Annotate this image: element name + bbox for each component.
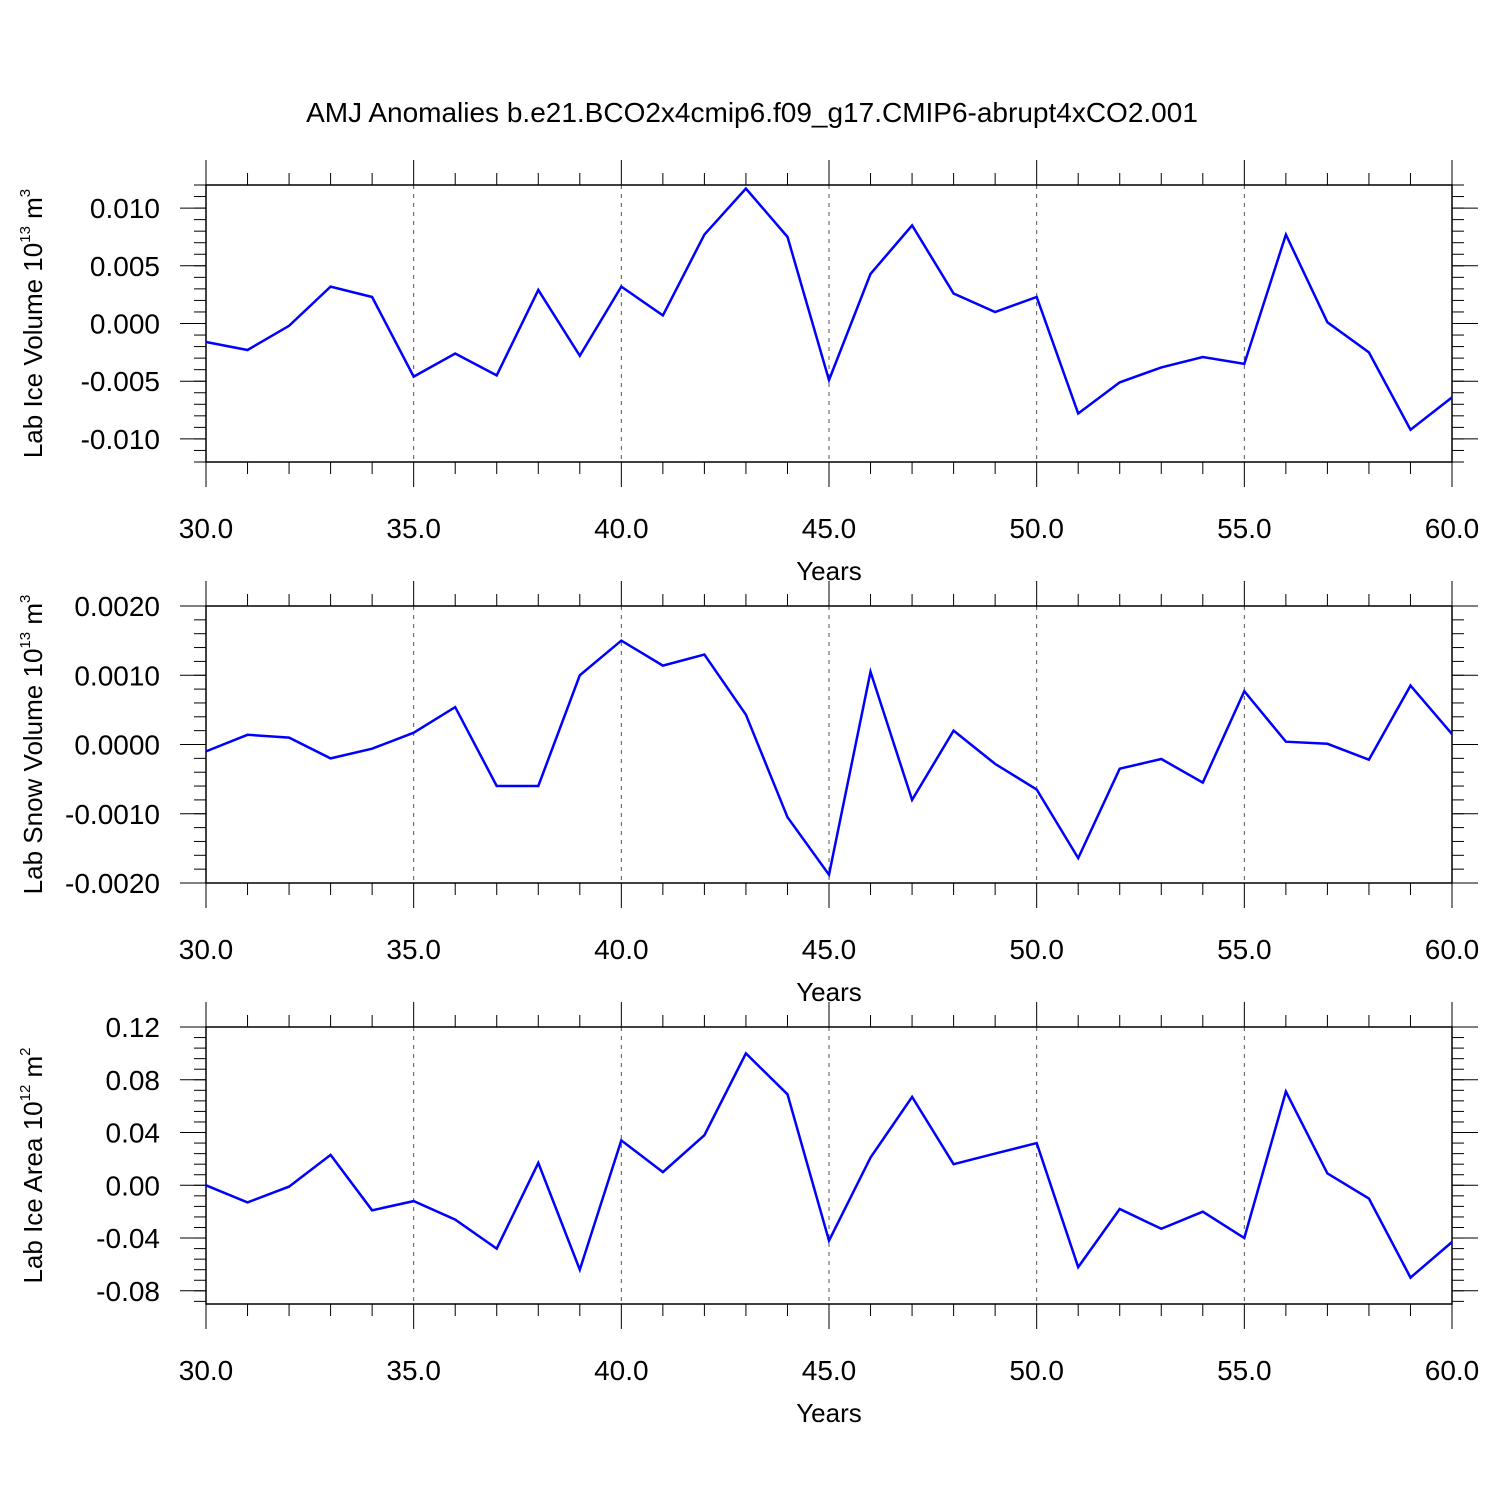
y-tick-label: 0.04: [106, 1118, 161, 1149]
y-axis-label: Lab Snow Volume 1013 m3: [17, 595, 48, 895]
y-tick-label: 0.000: [90, 309, 160, 340]
x-tick-label: 30.0: [179, 513, 234, 544]
x-axis-label: Years: [796, 1398, 862, 1428]
series-line: [205, 639, 1453, 878]
x-tick-label: 35.0: [386, 934, 441, 965]
x-tick-label: 60.0: [1425, 934, 1480, 965]
y-tick-label: 0.08: [106, 1065, 161, 1096]
y-tick-label: 0.00: [106, 1170, 161, 1201]
y-tick-label: -0.005: [81, 366, 160, 397]
x-tick-label: 50.0: [1009, 934, 1064, 965]
x-tick-label: 55.0: [1217, 934, 1272, 965]
y-axis-label-text: Lab Ice Volume 10: [18, 243, 48, 458]
series-line: [205, 186, 1453, 432]
y-tick-label: 0.0010: [74, 660, 160, 691]
x-tick-label: 60.0: [1425, 513, 1480, 544]
chart-title: AMJ Anomalies b.e21.BCO2x4cmip6.f09_g17.…: [306, 97, 1198, 128]
x-tick-label: 40.0: [594, 934, 649, 965]
x-tick-label: 55.0: [1217, 513, 1272, 544]
y-tick-label: -0.010: [81, 424, 160, 455]
x-tick-label: 60.0: [1425, 1355, 1480, 1386]
y-tick-label: -0.0020: [65, 868, 160, 899]
panel-1: -0.010 -0.005 0.000 0.005 0.010 30.0 35.0 40.0 4…: [17, 160, 1479, 586]
y-tick-label: -0.0010: [65, 799, 160, 830]
x-tick-label: 50.0: [1009, 513, 1064, 544]
y-axis-label: Lab Ice Volume 1013 m3: [17, 189, 48, 458]
x-tick-label: 45.0: [802, 513, 857, 544]
x-tick-label: 50.0: [1009, 1355, 1064, 1386]
x-tick-label: 45.0: [802, 934, 857, 965]
y-axis-label: Lab Ice Area 1012 m2: [17, 1047, 48, 1283]
y-axis-label-text: m: [18, 1056, 48, 1085]
x-tick-label: 35.0: [386, 1355, 441, 1386]
y-axis-label-text: m: [18, 197, 48, 226]
x-tick-label: 40.0: [594, 513, 649, 544]
y-axis-label-superscript: 12: [17, 1085, 34, 1102]
y-axis-label-text: m: [18, 603, 48, 632]
y-tick-label: 0.12: [106, 1012, 161, 1043]
x-tick-label: 30.0: [179, 934, 234, 965]
panel-3: -0.08 -0.04 0.00 0.04 0.08 0.12 30.0 35.0 40.0 45…: [17, 1002, 1479, 1428]
y-tick-label: 0.0020: [74, 591, 160, 622]
y-axis-label-text: Lab Ice Area 10: [18, 1101, 48, 1283]
series-line: [205, 1051, 1453, 1280]
y-axis-label-superscript: 2: [17, 1047, 34, 1055]
y-tick-label: 0.0000: [74, 730, 160, 761]
x-tick-label: 55.0: [1217, 1355, 1272, 1386]
x-tick-label: 45.0: [802, 1355, 857, 1386]
y-axis-label-superscript: 3: [17, 595, 34, 603]
y-axis-label-superscript: 3: [17, 189, 34, 197]
y-axis-label-superscript: 13: [17, 226, 34, 243]
y-axis-label-superscript: 13: [17, 632, 34, 649]
y-tick-label: 0.005: [90, 251, 160, 282]
panels: -0.010 -0.005 0.000 0.005 0.010 30.0 35.0 40.0 4…: [17, 160, 1479, 1428]
x-tick-label: 35.0: [386, 513, 441, 544]
y-tick-label: -0.08: [96, 1276, 160, 1307]
y-tick-label: -0.04: [96, 1223, 160, 1254]
x-tick-label: 30.0: [179, 1355, 234, 1386]
y-tick-label: 0.010: [90, 193, 160, 224]
y-axis-label-text: Lab Snow Volume 10: [18, 649, 48, 895]
panel-2: -0.0020 -0.0010 0.0000 0.0010 0.0020 30.0 35.0…: [17, 581, 1479, 1007]
x-tick-label: 40.0: [594, 1355, 649, 1386]
